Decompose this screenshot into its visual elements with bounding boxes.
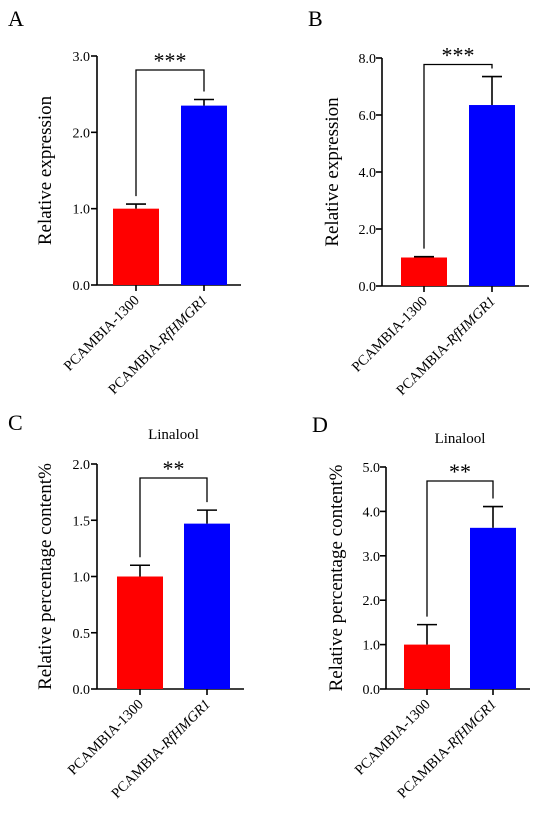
chart-title: Linalool (148, 427, 199, 443)
significance-bracket (139, 477, 208, 558)
y-tick-label: 4.0 (363, 505, 381, 520)
significance-bracket (426, 480, 494, 617)
y-tick-label: 1.0 (73, 571, 91, 586)
bar-2 (469, 105, 515, 287)
y-axis-label: Relative percentage content% (326, 464, 347, 691)
panel-letter: B (308, 6, 323, 31)
y-tick-label: 0.5 (73, 627, 91, 642)
significance-bracket (423, 63, 493, 249)
y-tick-label: 2.0 (363, 594, 381, 609)
y-axis-label: Relative expression (35, 95, 56, 245)
y-tick-label: 1.5 (73, 514, 91, 529)
y-tick-label: 2.0 (73, 458, 91, 473)
significance-label: *** (154, 48, 187, 73)
bar-2 (184, 523, 230, 689)
bar-1 (117, 576, 163, 689)
panel-letter: D (312, 412, 328, 437)
panel-c: C Linalool 0.0 0.5 1.0 1.5 2.0 Relative percent… (8, 410, 244, 802)
y-tick-label: 4.0 (359, 166, 377, 181)
significance-label: ** (163, 456, 185, 481)
panel-d: D Linalool 0.0 1.0 2.0 3.0 4.0 5.0 Relative perc… (312, 412, 530, 802)
y-tick-label: 1.0 (363, 639, 381, 654)
y-tick-label: 3.0 (73, 50, 91, 65)
y-tick-label: 1.0 (73, 203, 91, 218)
y-tick-label: 2.0 (73, 126, 91, 141)
y-tick-label: 2.0 (359, 223, 377, 238)
chart-title: Linalool (435, 431, 486, 447)
significance-label: *** (442, 43, 475, 68)
y-tick-label: 3.0 (363, 550, 381, 565)
panel-letter: C (8, 410, 23, 435)
bar-2 (470, 527, 516, 689)
bar-1 (404, 644, 450, 689)
y-axis-label: Relative expression (322, 97, 343, 247)
panel-letter: A (8, 6, 24, 31)
y-axis-label: Relative percentage content% (35, 463, 56, 690)
significance-bracket (135, 69, 205, 197)
y-tick-label: 0.0 (73, 683, 91, 698)
bar-1 (401, 257, 447, 286)
y-tick-label: 5.0 (363, 461, 381, 476)
y-tick-label: 8.0 (359, 52, 377, 67)
y-tick-label: 0.0 (363, 683, 381, 698)
y-tick-label: 6.0 (359, 109, 377, 124)
bar-2 (181, 105, 227, 285)
significance-label: ** (449, 459, 471, 484)
bar-1 (113, 208, 159, 285)
y-tick-label: 0.0 (73, 279, 91, 294)
y-tick-label: 0.0 (359, 280, 377, 295)
